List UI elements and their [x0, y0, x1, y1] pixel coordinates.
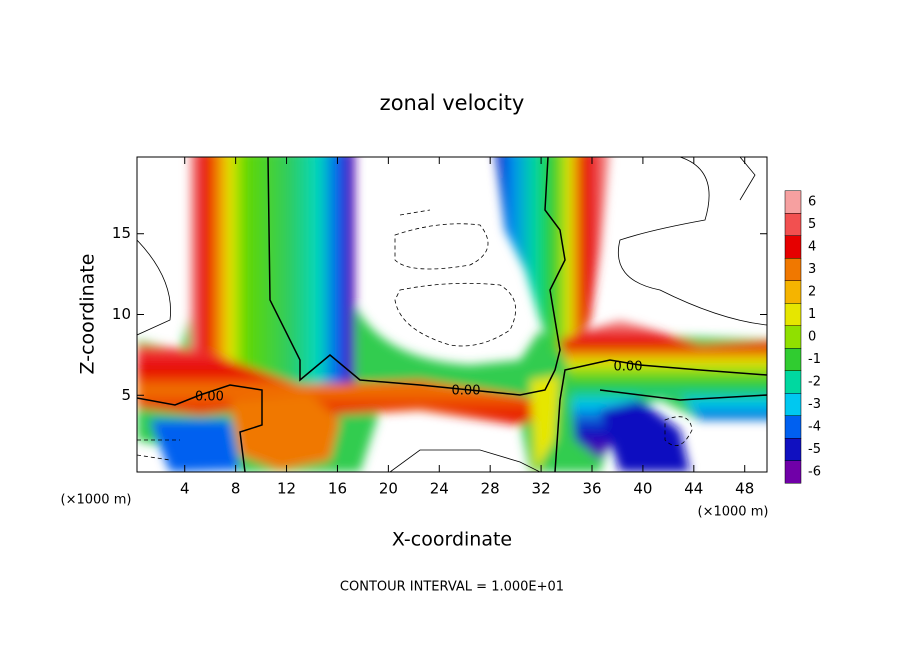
colorbar-label: -2	[808, 375, 821, 390]
x-tick-label: 48	[735, 480, 754, 498]
x-tick-label: 12	[277, 480, 296, 498]
y-tick-label: 15	[112, 224, 131, 242]
chart-title: zonal velocity	[380, 91, 525, 115]
colorbar-label: 4	[808, 240, 816, 255]
colorbar-box	[784, 348, 802, 371]
x-tick-label: 32	[532, 480, 551, 498]
colorbar-label: 3	[808, 262, 816, 277]
x-unit-label: (×1000 m)	[61, 493, 132, 508]
x-tick-label: 36	[582, 480, 601, 498]
colorbar-label: 2	[808, 285, 816, 300]
colorbar-label: -6	[808, 465, 821, 480]
colorbar-box	[784, 370, 802, 394]
x-tick-label: 16	[328, 480, 347, 498]
colorbar-box	[784, 438, 802, 461]
colorbar-label: 0	[808, 330, 816, 345]
colorbar-box	[784, 460, 802, 484]
contour-label: 0.00	[452, 384, 481, 399]
x-tick-label: 4	[180, 480, 190, 498]
contour-label: 0.00	[195, 390, 224, 405]
colorbar-box	[784, 258, 802, 281]
colorbar-label: 6	[808, 195, 816, 210]
y-axis-label: Z-coordinate	[77, 254, 99, 375]
x-tick-label: 44	[684, 480, 703, 498]
y-tick-label: 10	[112, 305, 131, 323]
field	[137, 157, 767, 472]
colorbar-label: -3	[808, 397, 821, 412]
colorbar-box	[784, 303, 802, 326]
x-tick-label: 28	[481, 480, 500, 498]
contour-label: 0.00	[614, 360, 643, 375]
x-unit-label: (×1000 m)	[698, 505, 769, 520]
x-tick-label: 20	[379, 480, 398, 498]
footer: CONTOUR INTERVAL = 1.000E+01	[340, 580, 564, 595]
colorbar-label: -5	[808, 442, 821, 457]
colorbar-label: 1	[808, 307, 816, 322]
colorbar-box	[784, 393, 802, 416]
x-axis-label: X-coordinate	[392, 529, 512, 551]
colorbar-label: -1	[808, 352, 821, 367]
colorbar-label: 5	[808, 217, 816, 232]
colorbar-label: -4	[808, 420, 821, 435]
colorbar-box	[784, 280, 802, 304]
x-tick-label: 8	[231, 480, 241, 498]
colorbar-box	[784, 325, 802, 349]
x-tick-label: 40	[633, 480, 652, 498]
colorbar-box	[784, 213, 802, 236]
colorbar-box	[784, 190, 802, 214]
y-tick-label: 5	[121, 386, 131, 404]
colorbar-box	[784, 415, 802, 439]
x-tick-label: 24	[430, 480, 449, 498]
colorbar-box	[784, 235, 802, 259]
